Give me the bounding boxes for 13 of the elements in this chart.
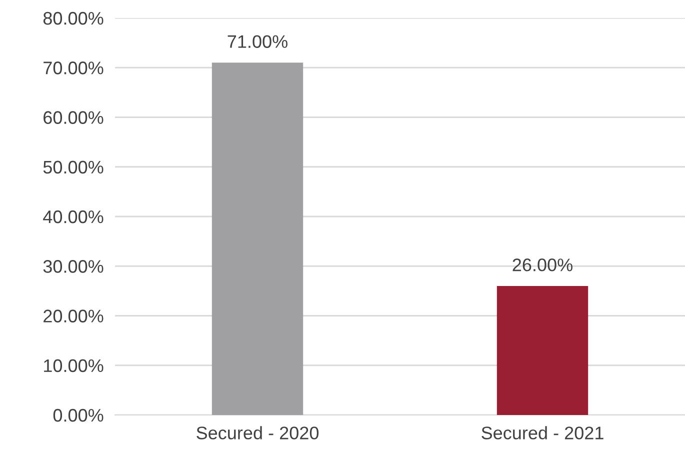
data-label: 26.00%: [512, 258, 572, 272]
y-tick-label: 80.00%: [43, 12, 104, 25]
y-tick-label: 20.00%: [44, 310, 104, 322]
y-tick-label: 0.00%: [53, 408, 104, 422]
data-label: 71.00%: [228, 35, 288, 48]
y-tick-label: 60.00%: [44, 111, 104, 124]
y-tick-label: 10.00%: [44, 359, 104, 372]
y-tick-label: 40.00%: [43, 210, 104, 224]
y-tick-label: 70.00%: [44, 62, 104, 74]
y-tick-label: 30.00%: [43, 260, 104, 273]
x-tick-label: Secured - 2021: [482, 426, 604, 440]
y-tick-label: 50.00%: [43, 160, 104, 174]
x-tick-label: Secured - 2020: [196, 426, 319, 440]
